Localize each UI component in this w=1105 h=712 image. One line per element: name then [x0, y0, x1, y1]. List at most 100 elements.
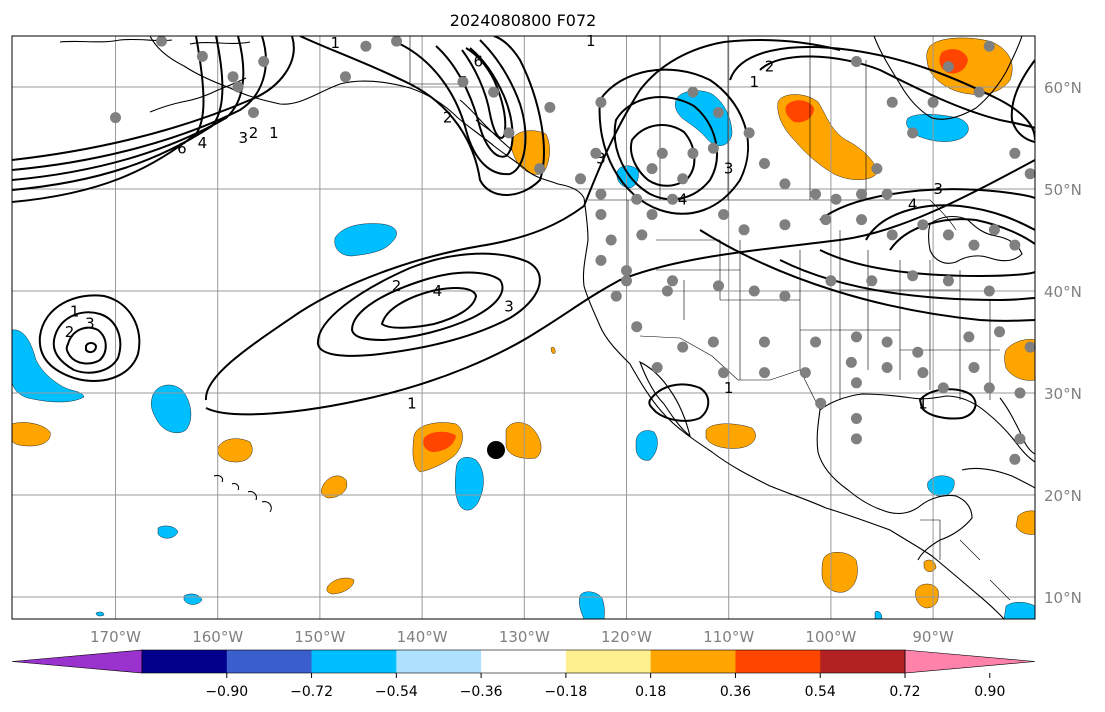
station-marker: [881, 336, 893, 348]
contour-label: 1: [70, 303, 80, 321]
station-marker: [937, 382, 949, 394]
station-marker: [850, 331, 862, 343]
colorbar-tick-label: −0.72: [290, 684, 333, 700]
station-marker: [810, 336, 822, 348]
contour-label: 2: [249, 124, 259, 142]
positive-anomaly-region: [423, 431, 456, 452]
positive-anomaly-region: [505, 422, 542, 459]
negative-anomaly-region: [455, 457, 484, 511]
coastline-cuba: [961, 467, 1035, 489]
station-marker: [942, 275, 954, 287]
station-marker: [758, 158, 770, 169]
colorbar-segment: [396, 650, 482, 673]
station-marker: [1024, 341, 1036, 353]
contour-label: 1: [269, 124, 279, 142]
station-marker: [656, 147, 668, 159]
station-marker: [534, 163, 546, 175]
contour-line: [889, 218, 1035, 251]
station-marker: [825, 275, 837, 287]
station-marker: [907, 127, 919, 139]
station-marker: [973, 86, 985, 98]
latitude-label: 40°N: [1044, 283, 1082, 301]
station-marker: [155, 35, 167, 47]
contour-line: [1010, 59, 1035, 143]
station-marker: [850, 377, 862, 389]
negative-anomaly-region: [1003, 602, 1035, 619]
latitude-label: 30°N: [1044, 385, 1082, 403]
coastline-florida: [999, 397, 1035, 455]
contour-label: 2: [765, 58, 775, 76]
colorbar-tick-label: 0.90: [974, 684, 1005, 700]
station-marker: [983, 40, 995, 52]
contour-label: 3: [933, 180, 943, 198]
station-marker: [1014, 387, 1026, 399]
station-marker: [907, 270, 919, 282]
contour-label: 1: [918, 394, 928, 412]
station-marker: [590, 147, 602, 159]
contour-line: [759, 55, 1035, 129]
negative-anomaly-region: [334, 223, 397, 257]
colorbar-tick-label: 0.36: [720, 684, 751, 700]
station-marker: [748, 285, 760, 297]
station-marker: [1014, 433, 1026, 445]
contour-line: [729, 46, 1035, 141]
border-central-america: [920, 519, 1011, 601]
contour-label: 6: [474, 53, 484, 71]
station-marker: [881, 362, 893, 373]
station-marker: [1009, 239, 1021, 251]
station-marker: [845, 356, 857, 368]
station-marker: [110, 112, 121, 124]
station-marker: [886, 96, 898, 108]
station-marker: [917, 367, 929, 379]
station-marker: [687, 86, 699, 98]
colorbar-extend-min: [11, 649, 143, 674]
station-marker: [779, 290, 791, 302]
station-marker: [621, 275, 632, 287]
colorbar-segment: [142, 650, 228, 673]
colorbar-segment: [650, 650, 736, 673]
contour-label: 4: [198, 134, 208, 152]
colorbar-extend-max: [904, 649, 1036, 674]
longitude-label: 170°W: [90, 628, 141, 646]
contour-label: 3: [238, 129, 248, 147]
contour-line: [38, 294, 141, 382]
station-marker: [621, 265, 632, 277]
positive-anomaly-region: [821, 552, 858, 593]
negative-anomaly-region: [151, 384, 192, 433]
station-marker: [631, 193, 643, 205]
station-marker: [687, 147, 699, 159]
station-marker: [850, 56, 862, 67]
negative-anomaly-region: [12, 329, 85, 403]
border-canada-provinces: [659, 36, 867, 200]
colorbar-tick-label: −0.90: [205, 684, 248, 700]
colorbar-segment: [820, 650, 906, 673]
coastlines: [59, 36, 1035, 619]
station-marker: [886, 229, 898, 241]
positive-anomaly-region: [321, 475, 348, 499]
observation-stations: [110, 35, 1036, 465]
contour-line: [204, 39, 841, 401]
contour-line: [65, 326, 107, 365]
latitude-label: 10°N: [1044, 589, 1082, 607]
station-marker: [983, 285, 995, 297]
station-marker: [850, 433, 862, 445]
border-us-states: [627, 200, 1000, 400]
colorbar-segment: [565, 650, 652, 673]
negative-anomaly-region: [579, 591, 605, 619]
station-marker: [850, 413, 862, 424]
contour-label: 4: [678, 190, 688, 208]
contour-label: 1: [330, 34, 340, 52]
colorbar-segment: [311, 650, 397, 673]
colorbar-outline: [141, 649, 906, 674]
station-marker: [738, 224, 750, 236]
station-marker: [820, 214, 832, 226]
station-marker: [595, 188, 607, 200]
station-marker: [339, 71, 351, 83]
contour-label: 1: [749, 73, 759, 91]
station-marker: [605, 234, 617, 246]
longitude-label: 110°W: [703, 628, 754, 646]
highlight-marker: [487, 441, 505, 459]
colorbar-segment: [481, 650, 567, 673]
latitude-label: 60°N: [1044, 79, 1082, 97]
colorbar-tick-label: 0.18: [635, 684, 666, 700]
